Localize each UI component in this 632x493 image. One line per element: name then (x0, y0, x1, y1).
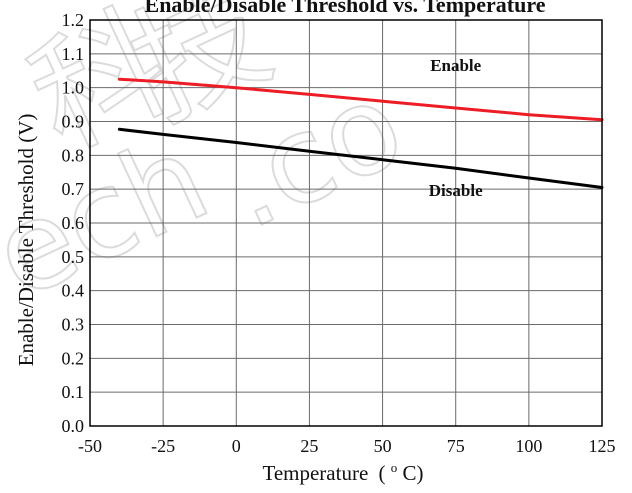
tick-labels: -50 -25 0 25 50 75 100 125 0.0 0.1 0.2 0.3 0.4 0.5 0.6… (62, 10, 616, 456)
series-line-disable (117, 127, 604, 189)
series-label-enable: Enable (430, 56, 481, 75)
y-tick-label: 0.8 (62, 145, 85, 165)
y-tick-label: 1.0 (62, 78, 85, 98)
plot-frame (89, 19, 603, 427)
x-tick-label: -25 (151, 436, 175, 456)
x-axis-title-text: Temperature (262, 461, 368, 485)
y-tick-label: 1.2 (62, 10, 85, 30)
y-tick-label: 0.5 (62, 247, 85, 267)
x-tick-label: 25 (300, 436, 318, 456)
y-axis-title: Enable/Disable Threshold (V) (14, 114, 38, 367)
y-tick-label: 0.7 (62, 179, 85, 199)
x-axis-title: Temperature ( o C) (262, 453, 423, 485)
series-layer: Enable Disable (117, 56, 604, 200)
x-tick-label: 0 (232, 436, 241, 456)
x-tick-label: -50 (78, 436, 102, 456)
y-tick-label: 1.1 (62, 44, 85, 64)
x-tick-label: 125 (589, 436, 616, 456)
x-axis-unit-open: ( (379, 461, 386, 485)
series-line-enable (117, 77, 604, 122)
x-tick-label: 100 (515, 436, 542, 456)
y-tick-label: 0.2 (62, 348, 85, 368)
chart-title: Enable/Disable Threshold vs. Temperature (145, 0, 546, 17)
x-axis-unit-close: C) (403, 461, 424, 485)
y-tick-label: 0.0 (62, 416, 85, 436)
series-label-disable: Disable (429, 181, 483, 200)
y-tick-label: 0.6 (62, 213, 85, 233)
y-tick-label: 0.4 (62, 281, 85, 301)
y-tick-label: 0.3 (62, 315, 85, 335)
x-tick-label: 50 (374, 436, 392, 456)
degree-symbol: o (391, 460, 398, 475)
y-tick-label: 0.9 (62, 112, 85, 132)
x-tick-label: 75 (447, 436, 465, 456)
y-tick-label: 0.1 (62, 382, 85, 402)
